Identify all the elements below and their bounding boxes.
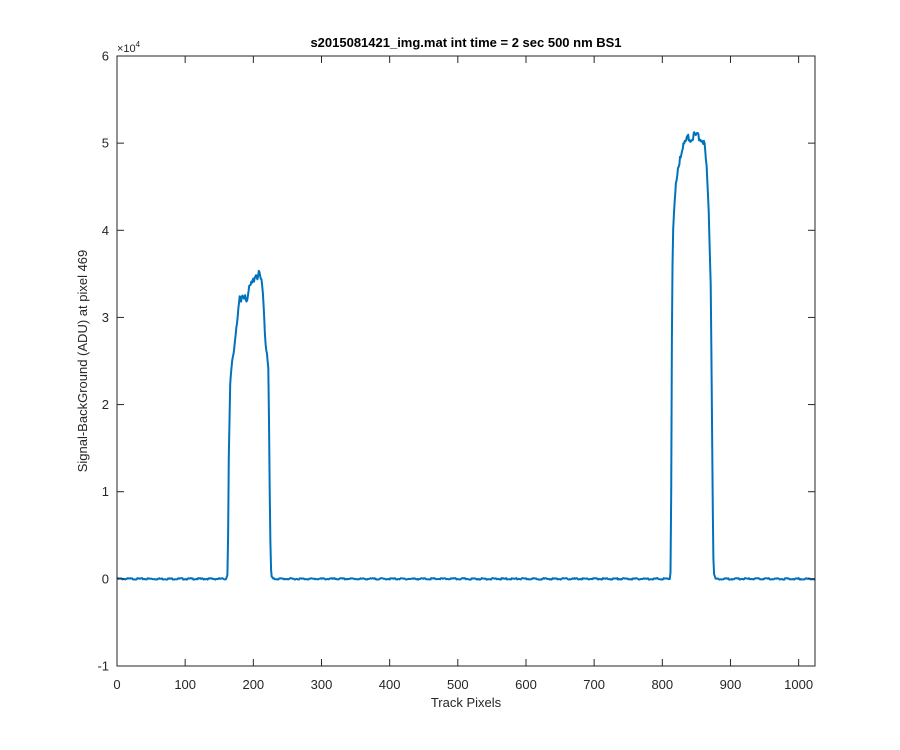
x-tick-label: 500 xyxy=(447,677,469,692)
x-tick-label: 1000 xyxy=(784,677,813,692)
ticks-layer: 0 100 200 300 400 500 600 700 800 900 1000 -1 0 1 2 3 4 5… xyxy=(97,49,815,692)
y-tick-label: 2 xyxy=(102,397,109,412)
y-tick-label: 3 xyxy=(102,310,109,325)
x-tick-label: 0 xyxy=(113,677,120,692)
chart-title: s2015081421_img.mat int time = 2 sec 500… xyxy=(310,35,621,50)
y-exponent-base: ×10 xyxy=(117,43,136,55)
axes-box xyxy=(116,55,816,667)
y-tick-label: 4 xyxy=(102,223,109,238)
x-tick-label: 100 xyxy=(174,677,196,692)
x-tick-label: 300 xyxy=(311,677,333,692)
x-tick-label: 700 xyxy=(583,677,605,692)
y-tick-label: 0 xyxy=(102,571,109,586)
y-axis-exponent: ×104 xyxy=(117,40,141,55)
y-tick-label: 5 xyxy=(102,136,109,151)
series-line xyxy=(116,131,816,581)
y-axis-label: Signal-BackGround (ADU) at pixel 469 xyxy=(75,250,90,473)
x-tick-label: 900 xyxy=(720,677,742,692)
y-tick-label: 1 xyxy=(102,484,109,499)
y-tick-label: 6 xyxy=(102,49,109,64)
x-tick-label: 600 xyxy=(515,677,537,692)
plot-area xyxy=(117,56,815,666)
x-tick-label: 200 xyxy=(242,677,264,692)
x-axis-label: Track Pixels xyxy=(431,695,502,710)
y-tick-label: -1 xyxy=(97,659,109,674)
x-tick-label: 800 xyxy=(651,677,673,692)
x-tick-label: 400 xyxy=(379,677,401,692)
series-layer xyxy=(116,131,816,581)
y-exponent-power: 4 xyxy=(136,40,141,49)
